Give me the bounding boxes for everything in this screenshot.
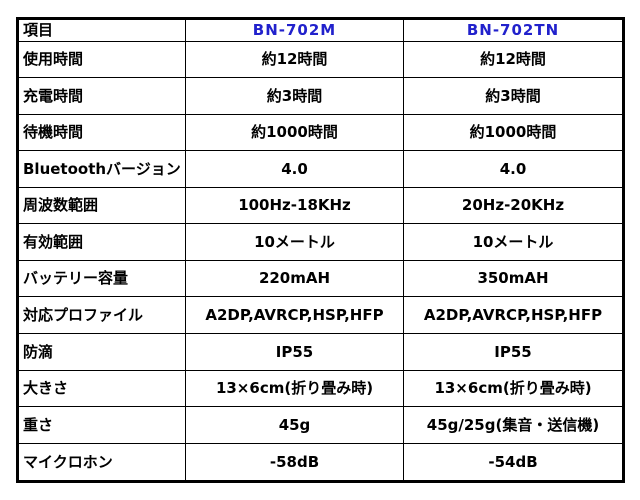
spec-value-product1: 220mAH — [185, 259, 404, 298]
spec-value-product1: 約1000時間 — [185, 113, 404, 152]
spec-value-product2: IP55 — [403, 333, 624, 371]
spec-label: 充電時間 — [17, 77, 186, 115]
table-row: 充電時間 約3時間 約3時間 — [17, 77, 624, 115]
table-row: 有効範囲 10メートル 10メートル — [17, 223, 624, 261]
header-item-label: 項目 — [17, 18, 186, 42]
table-row: バッテリー容量 220mAH 350mAH — [17, 259, 624, 298]
spec-value-product1: A2DP,AVRCP,HSP,HFP — [185, 296, 404, 334]
spec-comparison-table: 項目 BN-702M BN-702TN 使用時間 約12時間 約12時間 充電時… — [16, 17, 625, 483]
spec-label: マイクロホン — [17, 442, 186, 483]
spec-value-product2: 約12時間 — [403, 40, 624, 79]
spec-value-product1: 10メートル — [185, 223, 404, 261]
table-row: 周波数範囲 100Hz-18KHz 20Hz-20KHz — [17, 186, 624, 225]
spec-value-product2: 約1000時間 — [403, 113, 624, 152]
spec-value-product2: 20Hz-20KHz — [403, 186, 624, 225]
spec-value-product1: IP55 — [185, 333, 404, 371]
spec-label: 大きさ — [17, 369, 186, 408]
spec-value-product2: 4.0 — [403, 150, 624, 188]
spec-value-product2: 約3時間 — [403, 77, 624, 115]
spec-value-product2: 10メートル — [403, 223, 624, 261]
table-row: 重さ 45g 45g/25g(集音・送信機) — [17, 406, 624, 444]
table-row: 大きさ 13×6cm(折り畳み時) 13×6cm(折り畳み時) — [17, 369, 624, 408]
spec-label: バッテリー容量 — [17, 259, 186, 298]
table-row: 待機時間 約1000時間 約1000時間 — [17, 113, 624, 152]
spec-label: 周波数範囲 — [17, 186, 186, 225]
table-row: 防滴 IP55 IP55 — [17, 333, 624, 371]
table-row: Bluetoothバージョン 4.0 4.0 — [17, 150, 624, 188]
spec-value-product1: -58dB — [185, 442, 404, 483]
spec-value-product1: 4.0 — [185, 150, 404, 188]
table-row: マイクロホン -58dB -54dB — [17, 442, 624, 483]
spec-value-product2: 350mAH — [403, 259, 624, 298]
spec-value-product1: 約12時間 — [185, 40, 404, 79]
spec-label: 待機時間 — [17, 113, 186, 152]
spec-label: 対応プロファイル — [17, 296, 186, 334]
spec-value-product1: 約3時間 — [185, 77, 404, 115]
spec-label: 重さ — [17, 406, 186, 444]
header-product2: BN-702TN — [403, 18, 624, 42]
spec-value-product2: -54dB — [403, 442, 624, 483]
spec-value-product2: 13×6cm(折り畳み時) — [403, 369, 624, 408]
table-row: 対応プロファイル A2DP,AVRCP,HSP,HFP A2DP,AVRCP,H… — [17, 296, 624, 334]
spec-value-product1: 100Hz-18KHz — [185, 186, 404, 225]
spec-label: 有効範囲 — [17, 223, 186, 261]
spec-label: 使用時間 — [17, 40, 186, 79]
spec-value-product1: 45g — [185, 406, 404, 444]
header-product1: BN-702M — [185, 18, 404, 42]
table-row: 使用時間 約12時間 約12時間 — [17, 40, 624, 79]
spec-value-product1: 13×6cm(折り畳み時) — [185, 369, 404, 408]
spec-value-product2: 45g/25g(集音・送信機) — [403, 406, 624, 444]
spec-label: 防滴 — [17, 333, 186, 371]
spec-label: Bluetoothバージョン — [17, 150, 186, 188]
spec-value-product2: A2DP,AVRCP,HSP,HFP — [403, 296, 624, 334]
table-header-row: 項目 BN-702M BN-702TN — [17, 18, 624, 42]
